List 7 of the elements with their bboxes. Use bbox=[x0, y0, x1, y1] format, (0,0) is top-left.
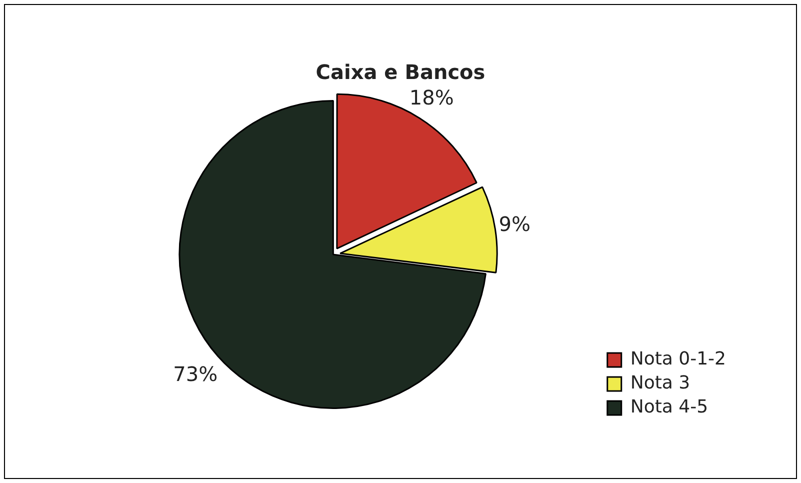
legend-label: Nota 3 bbox=[630, 372, 690, 394]
data-label: 9% bbox=[498, 212, 531, 236]
data-label: 73% bbox=[173, 362, 218, 386]
data-label: 18% bbox=[409, 86, 454, 110]
legend-label: Nota 0-1-2 bbox=[630, 348, 726, 370]
chart-title: Caixa e Bancos bbox=[316, 60, 486, 84]
legend-label: Nota 4-5 bbox=[630, 396, 708, 418]
